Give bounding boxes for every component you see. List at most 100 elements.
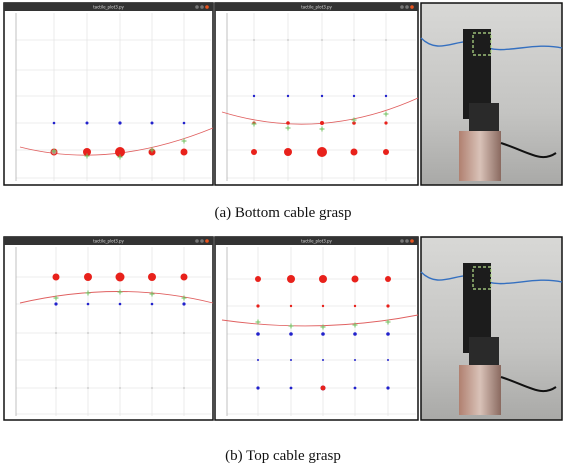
window-button xyxy=(405,5,409,9)
taxel-dot xyxy=(183,387,184,388)
taxel-dot xyxy=(256,304,259,307)
taxel-dot xyxy=(119,303,122,306)
taxel-dot xyxy=(353,95,355,97)
window-button xyxy=(195,239,199,243)
photo xyxy=(421,3,562,185)
wrist xyxy=(469,337,499,369)
taxel-dot xyxy=(53,274,60,281)
taxel-dot xyxy=(290,305,292,307)
taxel-dot xyxy=(351,149,358,156)
photo xyxy=(421,237,562,420)
taxel-dot xyxy=(354,305,356,307)
window-title: tactile_plot3.py xyxy=(301,239,332,244)
taxel-dot xyxy=(317,147,327,157)
taxel-dot xyxy=(86,122,89,125)
taxel-dot xyxy=(182,302,185,305)
taxel-dot xyxy=(287,95,289,97)
taxel-dot xyxy=(116,273,125,282)
taxel-dot xyxy=(255,276,261,282)
taxel-dot xyxy=(253,95,255,97)
window-button xyxy=(200,5,204,9)
taxel-dot xyxy=(385,39,386,40)
window-frame xyxy=(215,3,418,185)
taxel-dot xyxy=(354,387,357,390)
taxel-dot xyxy=(256,386,259,389)
taxel-dot xyxy=(181,274,188,281)
plot-window: tactile_plot3.py xyxy=(215,237,418,420)
taxel-dot xyxy=(322,305,324,307)
taxel-dot xyxy=(151,122,154,125)
window-button xyxy=(205,239,209,243)
window-button xyxy=(400,239,404,243)
window-button xyxy=(405,239,409,243)
caption: (b) Top cable grasp xyxy=(225,448,341,464)
plot-window: tactile_plot3.py xyxy=(215,3,418,185)
figure: (a) Bottom cable grasp (b) Top cable gra… xyxy=(0,0,566,470)
taxel-dot xyxy=(320,121,324,125)
taxel-dot xyxy=(251,149,257,155)
wrist xyxy=(469,103,499,135)
box xyxy=(459,131,501,181)
taxel-dot xyxy=(183,332,184,333)
taxel-dot xyxy=(322,359,324,361)
taxel-dot xyxy=(321,386,326,391)
taxel-dot xyxy=(257,359,259,361)
taxel-dot xyxy=(119,332,120,333)
taxel-dot xyxy=(148,273,156,281)
taxel-dot xyxy=(353,39,354,40)
window-button xyxy=(195,5,199,9)
taxel-dot xyxy=(321,95,323,97)
taxel-dot xyxy=(321,39,322,40)
taxel-dot xyxy=(151,387,152,388)
window-button xyxy=(400,5,404,9)
taxel-dot xyxy=(387,359,389,361)
taxel-dot xyxy=(253,39,254,40)
taxel-dot xyxy=(386,386,389,389)
taxel-dot xyxy=(352,276,359,283)
taxel-dot xyxy=(319,275,327,283)
taxel-dot xyxy=(87,387,88,388)
taxel-dot xyxy=(151,332,152,333)
window-title: tactile_plot3.py xyxy=(93,239,124,244)
taxel-dot xyxy=(151,303,154,306)
taxel-dot xyxy=(354,359,356,361)
taxel-dot xyxy=(54,302,57,305)
taxel-dot xyxy=(87,332,88,333)
window-frame xyxy=(4,3,213,185)
caption: (a) Bottom cable grasp xyxy=(214,205,351,221)
window-title: tactile_plot3.py xyxy=(301,5,332,10)
taxel-dot xyxy=(87,303,90,306)
taxel-dot xyxy=(84,273,92,281)
taxel-dot xyxy=(53,122,56,125)
taxel-dot xyxy=(290,359,292,361)
window-title: tactile_plot3.py xyxy=(93,5,124,10)
taxel-dot xyxy=(384,121,387,124)
taxel-dot xyxy=(287,39,288,40)
taxel-dot xyxy=(119,387,120,388)
taxel-dot xyxy=(287,275,295,283)
taxel-dot xyxy=(284,148,292,156)
taxel-dot xyxy=(385,276,391,282)
taxel-dot xyxy=(183,122,186,125)
taxel-dot xyxy=(118,121,121,124)
taxel-dot xyxy=(321,332,325,336)
taxel-dot xyxy=(385,95,387,97)
taxel-dot xyxy=(383,149,389,155)
window-button xyxy=(200,239,204,243)
taxel-dot xyxy=(386,332,390,336)
box xyxy=(459,365,501,415)
window-button xyxy=(410,5,414,9)
taxel-dot xyxy=(55,387,56,388)
window-button xyxy=(205,5,209,9)
taxel-dot xyxy=(286,121,290,125)
taxel-dot xyxy=(181,149,188,156)
taxel-dot xyxy=(386,304,389,307)
plot-window: tactile_plot3.py xyxy=(4,3,213,185)
window-button xyxy=(410,239,414,243)
taxel-dot xyxy=(289,332,293,336)
taxel-dot xyxy=(256,332,260,336)
window-frame xyxy=(4,237,213,420)
window-frame xyxy=(215,237,418,420)
taxel-dot xyxy=(290,387,293,390)
taxel-dot xyxy=(55,332,56,333)
